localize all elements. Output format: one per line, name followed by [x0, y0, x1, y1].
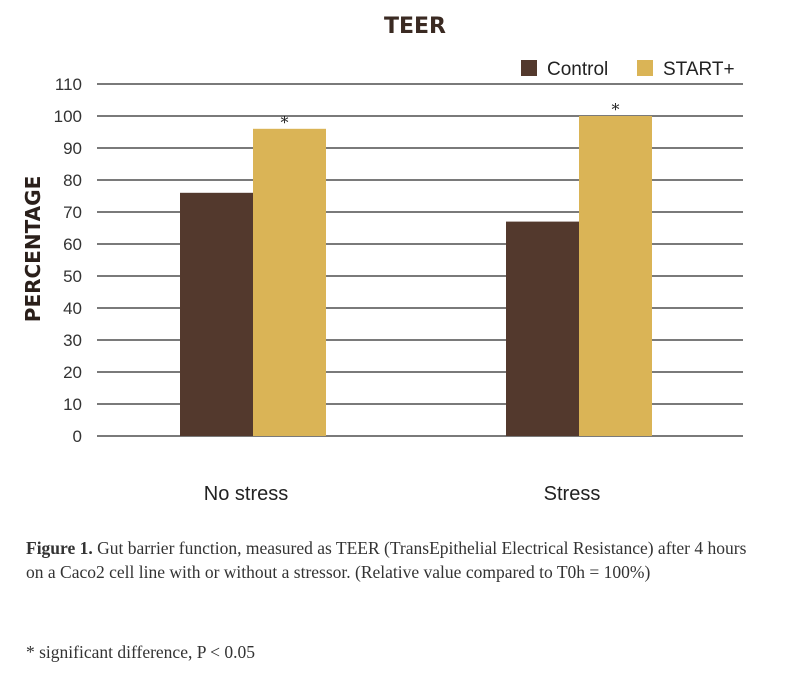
caption-text: Gut barrier function, measured as TEER (…	[26, 538, 747, 582]
y-tick-label: 100	[54, 107, 82, 126]
legend-label: START+	[663, 59, 735, 80]
legend-swatch-start-	[637, 60, 653, 76]
bar-start--no-stress	[253, 128, 326, 437]
category-labels: No stress Stress	[204, 483, 601, 505]
y-tick-label: 40	[63, 299, 82, 318]
y-tick-label: 50	[63, 267, 82, 286]
y-tick-label: 60	[63, 235, 82, 254]
chart-area: TEER 0 10 20 30 40 50 60 70 80 90 100 110 PERCENTAG…	[21, 14, 743, 505]
y-tick-label: 20	[63, 363, 82, 382]
bar-start--stress	[579, 116, 652, 436]
y-tick-label: 70	[63, 203, 82, 222]
significance-markers: **	[281, 100, 620, 132]
significance-asterisk: *	[612, 100, 620, 119]
bar-control-no-stress	[180, 192, 253, 436]
chart-title: TEER	[384, 14, 446, 39]
significance-footnote: * significant difference, P < 0.05	[26, 642, 256, 662]
significance-asterisk: *	[281, 113, 289, 132]
bar-control-stress	[506, 221, 579, 436]
y-tick-label: 0	[73, 427, 82, 446]
bar-series	[180, 116, 652, 437]
legend-swatch-control	[521, 60, 537, 76]
caption-label: Figure 1.	[26, 538, 93, 558]
legend: Control START+	[521, 59, 735, 80]
legend-label: Control	[547, 59, 608, 80]
y-tick-label: 30	[63, 331, 82, 350]
y-tick-label: 80	[63, 171, 82, 190]
y-tick-label: 90	[63, 139, 82, 158]
category-label: Stress	[544, 483, 601, 505]
y-tick-label: 110	[55, 75, 82, 94]
y-axis-label: PERCENTAGE	[21, 176, 45, 322]
y-tick-labels: 0 10 20 30 40 50 60 70 80 90 100 110	[54, 75, 82, 446]
category-label: No stress	[204, 483, 288, 505]
y-tick-label: 10	[63, 395, 82, 414]
figure-caption: Figure 1. Gut barrier function, measured…	[26, 536, 766, 584]
